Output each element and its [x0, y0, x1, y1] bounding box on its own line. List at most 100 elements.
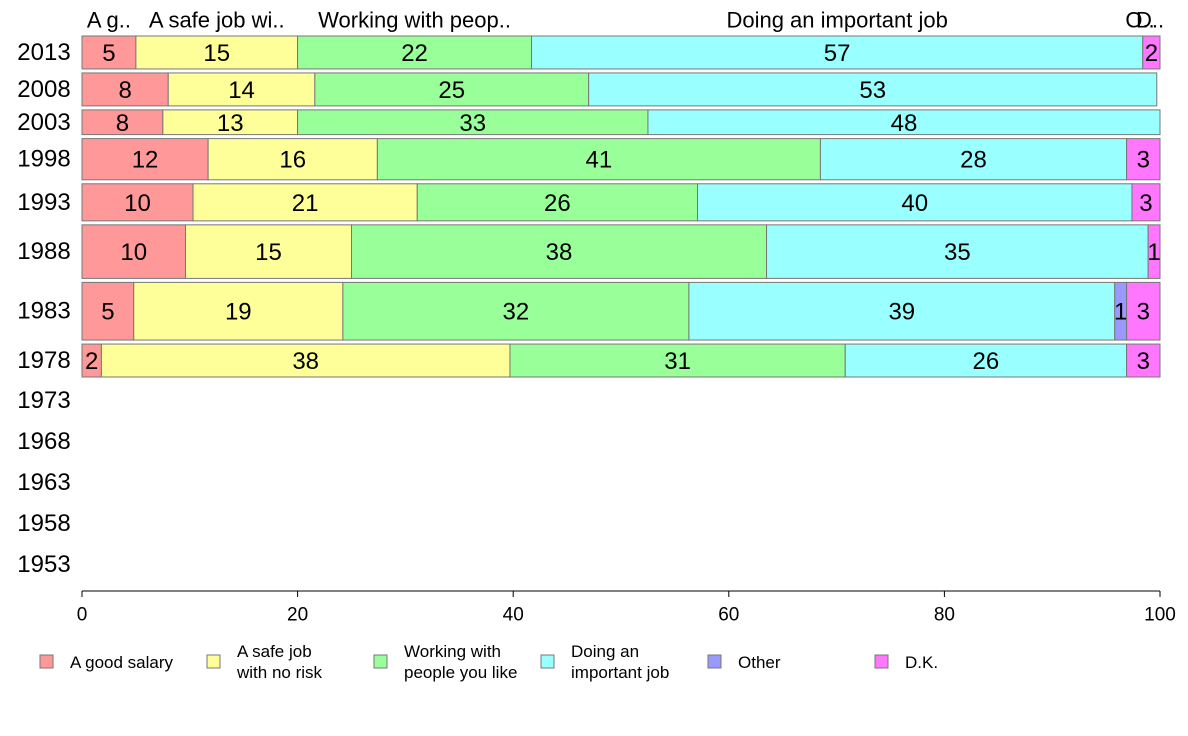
data-label-1988-s3: 35 — [944, 239, 971, 266]
year-label-1978: 1978 — [17, 347, 70, 374]
data-label-1978-s3: 26 — [973, 348, 1000, 375]
bar-segment-1983-s0 — [81, 281, 135, 341]
data-label-1998-s3: 28 — [960, 147, 987, 174]
legend-label-0: A good salary — [70, 653, 174, 672]
data-label-2008-s2: 25 — [438, 77, 465, 104]
data-label-1983-s2: 32 — [503, 299, 530, 326]
data-label-1978-s5: 3 — [1137, 348, 1150, 375]
x-tick-label-40: 40 — [503, 605, 524, 626]
x-tick-label-80: 80 — [934, 605, 955, 626]
bar-segment-2013-s3 — [531, 35, 1144, 70]
data-label-1988-s5: 1 — [1147, 239, 1160, 266]
legend-swatch-1 — [206, 654, 221, 669]
legend-label-1: A safe job with no risk — [236, 642, 323, 682]
data-label-1993-s0: 10 — [124, 190, 151, 217]
data-label-2013-s2: 22 — [401, 40, 428, 67]
x-tick-label-0: 0 — [77, 605, 88, 626]
data-label-2013-s5: 2 — [1145, 40, 1158, 67]
data-label-1993-s2: 26 — [544, 190, 571, 217]
data-label-1993-s5: 3 — [1139, 190, 1152, 217]
bar-segment-1998-s0 — [81, 138, 209, 181]
bar-segment-2003-s2 — [297, 109, 649, 136]
year-label-2013: 2013 — [17, 39, 70, 66]
data-label-1998-s2: 41 — [586, 147, 613, 174]
bar-segment-1983-s3 — [688, 281, 1116, 341]
column-header-4: O.. — [1125, 8, 1154, 33]
data-label-1983-s4: 1 — [1114, 299, 1127, 326]
bar-segment-1983-s5 — [1126, 281, 1161, 341]
data-label-2008-s3: 53 — [859, 77, 886, 104]
data-label-2008-s1: 14 — [228, 77, 255, 104]
year-label-1983: 1983 — [17, 298, 70, 325]
bar-segment-2003-s1 — [162, 109, 299, 136]
column-header-5: D.. — [1136, 8, 1164, 33]
data-label-1993-s3: 40 — [901, 190, 928, 217]
bar-segment-2008-s3 — [588, 72, 1158, 107]
x-tick-label-20: 20 — [287, 605, 308, 626]
column-header-1: A safe job wi.. — [149, 8, 285, 33]
legend-label-4: Other — [738, 653, 781, 672]
data-label-1998-s1: 16 — [279, 147, 306, 174]
data-label-1983-s1: 19 — [225, 299, 252, 326]
year-label-1988: 1988 — [17, 238, 70, 265]
year-label-1998: 1998 — [17, 146, 70, 173]
bar-segment-2008-s0 — [81, 72, 169, 107]
x-axis: 0 20 40 60 80 100 — [77, 590, 1176, 626]
data-label-1988-s2: 38 — [546, 239, 573, 266]
bar-segment-2008-s2 — [314, 72, 590, 107]
legend-label-2: Working with people you like — [404, 642, 517, 682]
data-label-1978-s1: 38 — [292, 348, 319, 375]
bar-segment-1998-s5 — [1126, 138, 1161, 181]
year-label-2008: 2008 — [17, 76, 70, 103]
legend-label-5: D.K. — [905, 653, 938, 672]
bar-segment-1978-s1 — [100, 343, 511, 378]
year-label-1973: 1973 — [17, 387, 70, 414]
data-label-1983-s0: 5 — [101, 299, 114, 326]
bar-segment-1988-s2 — [351, 224, 768, 279]
data-label-2003-s1: 13 — [217, 110, 244, 137]
year-label-1963: 1963 — [17, 469, 70, 496]
year-label-2003: 2003 — [17, 109, 70, 136]
bar-segment-1988-s0 — [81, 224, 186, 279]
bar-segment-1983-s1 — [133, 281, 344, 341]
year-label-1968: 1968 — [17, 428, 70, 455]
bar-segment-2003-s0 — [81, 109, 164, 136]
bar-segment-2013-s2 — [297, 35, 533, 70]
column-header-0: A g.. — [87, 8, 131, 33]
data-label-2013-s0: 5 — [102, 40, 115, 67]
legend-swatch-5 — [874, 654, 889, 669]
data-label-2003-s2: 33 — [459, 110, 486, 137]
bar-segment-1993-s3 — [697, 183, 1133, 222]
bar-segment-1988-s5 — [1147, 224, 1161, 279]
legend-swatch-2 — [373, 654, 388, 669]
bar-segment-1993-s5 — [1131, 183, 1161, 222]
legend-swatch-0 — [39, 654, 54, 669]
data-label-2013-s1: 15 — [203, 40, 230, 67]
legend-swatch-4 — [707, 654, 722, 669]
bar-segment-1998-s1 — [207, 138, 378, 181]
data-label-2003-s0: 8 — [116, 110, 129, 137]
bar-segment-2003-s3 — [647, 109, 1161, 136]
data-label-1983-s5: 3 — [1137, 299, 1150, 326]
data-label-1983-s3: 39 — [888, 299, 915, 326]
legend-swatch-3 — [540, 654, 555, 669]
data-label-1978-s2: 31 — [664, 348, 691, 375]
bar-segment-1988-s3 — [766, 224, 1149, 279]
bar-segment-1978-s2 — [509, 343, 846, 378]
x-tick-label-100: 100 — [1144, 605, 1176, 626]
data-label-1998-s0: 12 — [132, 147, 159, 174]
data-label-1978-s0: 2 — [85, 348, 98, 375]
bar-segment-1993-s0 — [81, 183, 194, 222]
column-header-3: Doing an important job — [726, 8, 947, 33]
data-label-2008-s0: 8 — [118, 77, 131, 104]
bar-segment-1978-s5 — [1126, 343, 1161, 378]
data-label-1988-s1: 15 — [255, 239, 282, 266]
x-tick-label-60: 60 — [718, 605, 739, 626]
year-label-1953: 1953 — [17, 551, 70, 578]
bar-segment-2013-s5 — [1142, 35, 1161, 70]
bar-segment-2008-s1 — [167, 72, 316, 107]
column-headers: A g.. A safe job wi.. Working with peop.. D… — [87, 8, 1164, 33]
column-header-2: Working with peop.. — [318, 8, 511, 33]
